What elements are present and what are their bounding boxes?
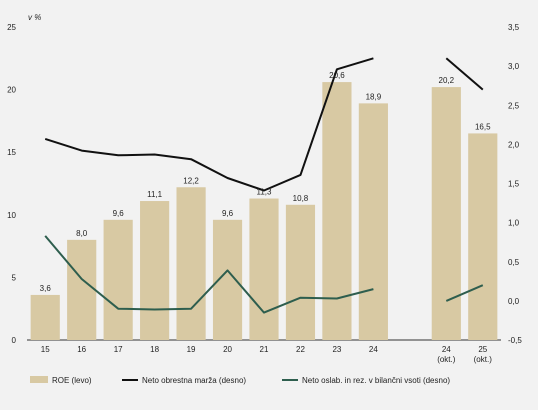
y-left-tick-label: 10	[7, 211, 16, 220]
x-tick-label: 20	[223, 345, 232, 354]
legend-swatch-roe	[30, 376, 48, 383]
y-left-tick-label: 15	[7, 148, 16, 157]
bar	[249, 198, 279, 340]
legend-label: Neto oslab. in rez. v bilančni vsoti (de…	[302, 376, 450, 385]
legend-label: Neto obrestna marža (desno)	[142, 376, 246, 385]
impairments-line	[445, 284, 484, 302]
y-right-tick-label: 2,5	[508, 101, 520, 110]
x-tick-label: 17	[114, 345, 123, 354]
impairments-line	[44, 235, 374, 314]
bar-data-label: 11,3	[257, 188, 273, 197]
legend-label: ROE (levo)	[52, 376, 92, 385]
x-tick-label: 24	[442, 345, 451, 354]
x-tick-labels: 15 16 17 18 19 20 21 22 23 24 24(okt.)25(okt.)	[41, 345, 492, 364]
x-tick-label: 18	[150, 345, 159, 354]
data-labels: 3,6 8,0 9,6 11,1 12,2 9,6 11,3 10,8 20,6 18,9 20,2…	[40, 71, 491, 293]
legend: ROE (levo) Neto obrestna marža (desno) Net…	[30, 376, 450, 385]
x-tick-label: 19	[187, 345, 196, 354]
bar	[431, 87, 461, 340]
bars	[30, 82, 498, 340]
x-tick-label: 21	[260, 345, 269, 354]
bar	[30, 294, 60, 340]
bar	[103, 219, 133, 340]
x-tick-sublabel: (okt.)	[437, 355, 456, 364]
y-right-tick-label: 1,0	[508, 219, 520, 228]
bar	[322, 82, 352, 340]
bar	[468, 133, 498, 340]
net-interest-margin-line	[44, 57, 374, 192]
y-right-tick-label: 3,0	[508, 62, 520, 71]
bar-data-label: 10,8	[293, 194, 309, 203]
bar-data-label: 3,6	[40, 284, 52, 293]
x-tick-sublabel: (okt.)	[474, 355, 493, 364]
bar-data-label: 9,6	[222, 209, 234, 218]
y-right-tick-label: 2,0	[508, 140, 520, 149]
bar-data-label: 9,6	[113, 209, 125, 218]
y-unit-label: v %	[28, 13, 41, 22]
bar	[285, 204, 316, 340]
bar-data-label: 18,9	[366, 92, 382, 101]
x-tick-label: 15	[41, 345, 50, 354]
bar-data-label: 20,6	[329, 71, 345, 80]
bar-data-label: 20,2	[439, 76, 455, 85]
y-right-tick-label: 0,5	[508, 258, 520, 267]
bar	[176, 187, 206, 340]
x-tick-label: 23	[332, 345, 341, 354]
y-right-tick-label: 0,0	[508, 297, 520, 306]
x-tick-label: 22	[296, 345, 305, 354]
y-left-tick-label: 25	[7, 23, 16, 32]
x-tick-label: 25	[478, 345, 487, 354]
net-interest-margin-line	[445, 57, 484, 91]
y-right-tick-label: -0,5	[508, 336, 522, 345]
y-right-tick-label: 3,5	[508, 23, 520, 32]
y-left-tick-label: 20	[7, 86, 16, 95]
x-tick-label: 24	[369, 345, 378, 354]
y-left-tick-label: 5	[12, 273, 17, 282]
y-left-tick-label: 0	[12, 336, 17, 345]
bar-data-label: 11,1	[147, 190, 163, 199]
lines	[44, 57, 484, 314]
y-right-tick-label: 1,5	[508, 180, 520, 189]
bar-data-label: 8,0	[76, 229, 88, 238]
bar	[140, 201, 170, 340]
bar	[67, 239, 97, 340]
bar-data-label: 16,5	[475, 122, 491, 131]
x-tick-label: 16	[77, 345, 86, 354]
bar	[358, 103, 388, 340]
bar-data-label: 12,2	[183, 176, 199, 185]
